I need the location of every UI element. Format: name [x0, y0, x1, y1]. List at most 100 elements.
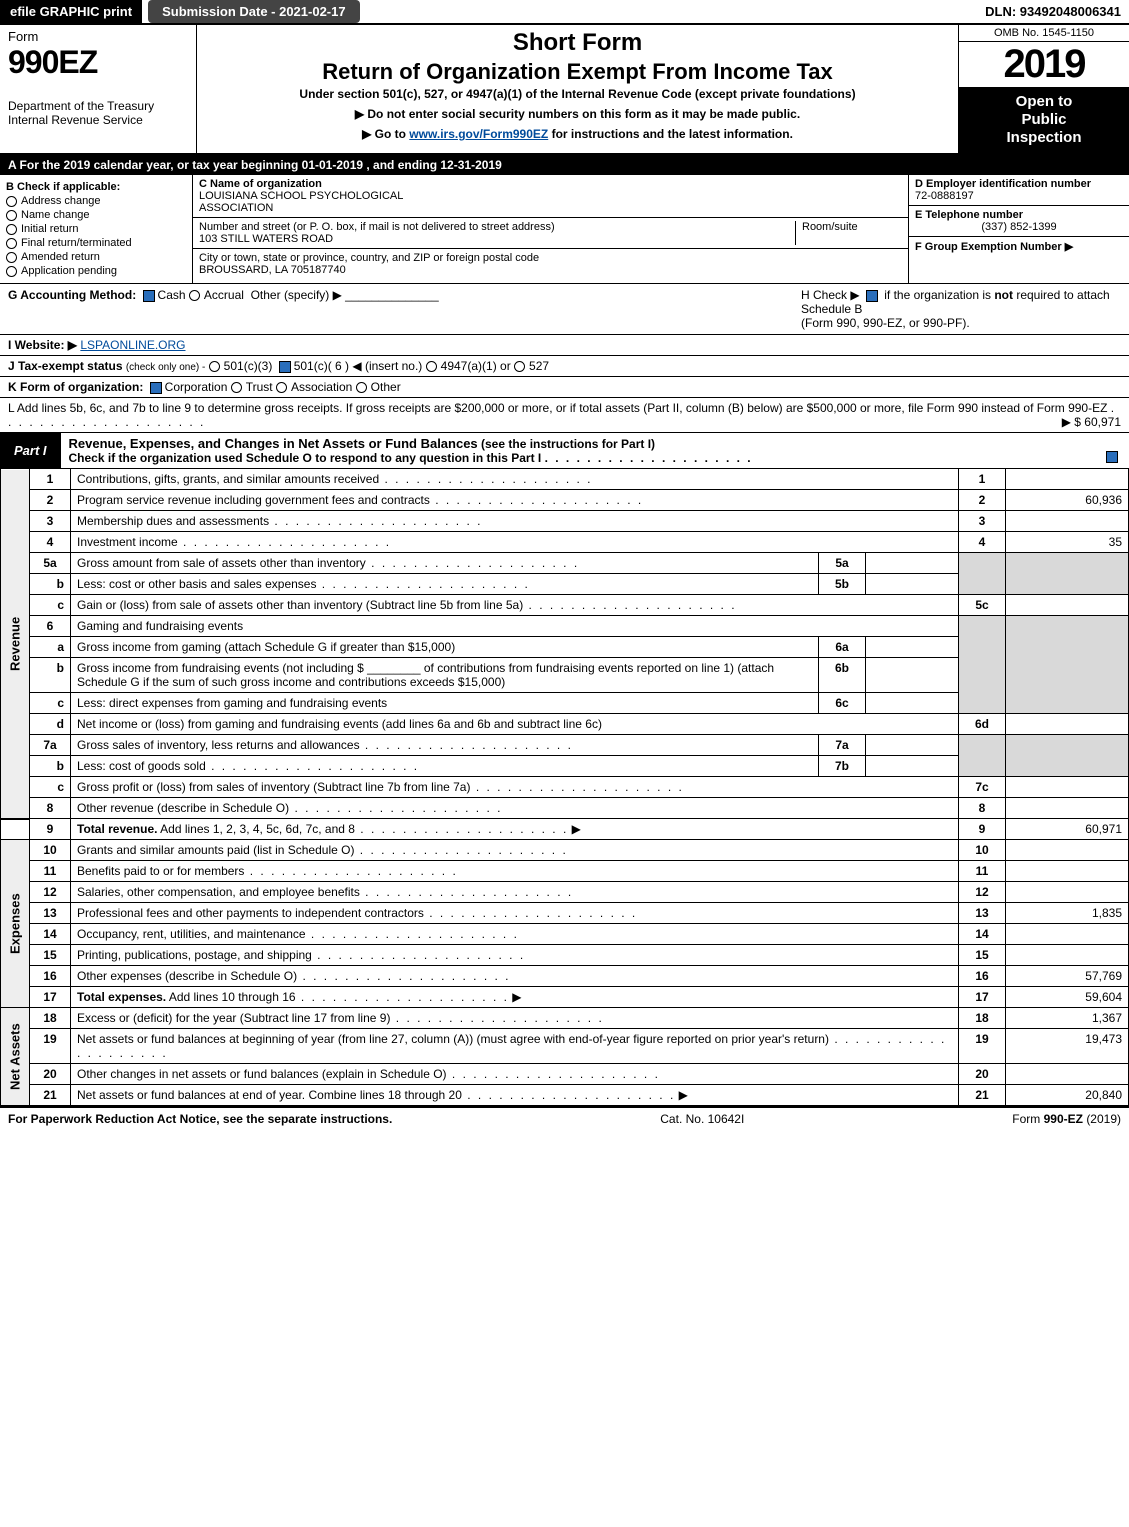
street-value: 103 STILL WATERS ROAD	[199, 233, 333, 245]
shade-cell	[1006, 616, 1129, 714]
g-other: Other (specify) ▶	[251, 288, 342, 302]
footer-right: Form 990-EZ (2019)	[1012, 1112, 1121, 1126]
table-row: c Gain or (loss) from sale of assets oth…	[1, 595, 1129, 616]
open-line3: Inspection	[963, 129, 1125, 147]
table-row: 14 Occupancy, rent, utilities, and maint…	[1, 924, 1129, 945]
checkbox-cash[interactable]	[143, 290, 155, 302]
section-def: D Employer identification number 72-0888…	[908, 175, 1129, 283]
checkbox-501c[interactable]	[279, 361, 291, 373]
j-o3: 4947(a)(1) or	[441, 359, 511, 373]
checkbox-initial-return[interactable]	[6, 224, 17, 235]
line-num: 8	[30, 798, 71, 819]
checkbox-amended-return[interactable]	[6, 252, 17, 263]
mid-value	[866, 637, 959, 658]
checkbox-application-pending[interactable]	[6, 266, 17, 277]
dots-icon	[269, 514, 482, 528]
irs-link[interactable]: www.irs.gov/Form990EZ	[409, 127, 548, 141]
irs-label: Internal Revenue Service	[8, 113, 188, 127]
line-desc: Gross profit or (loss) from sales of inv…	[77, 780, 470, 794]
line-num: 9	[30, 819, 71, 840]
net-assets-side-label: Net Assets	[1, 1008, 30, 1106]
checkbox-association[interactable]	[276, 382, 287, 393]
amt-label: 7c	[959, 777, 1006, 798]
open-to-public-box: Open to Public Inspection	[959, 87, 1129, 153]
amt-label: 9	[959, 819, 1006, 840]
line-desc: Net assets or fund balances at end of ye…	[77, 1088, 462, 1102]
part-i-label: Part I	[0, 440, 61, 461]
table-row: Expenses 10 Grants and similar amounts p…	[1, 840, 1129, 861]
dots-icon	[289, 801, 502, 815]
line-num: c	[30, 693, 71, 714]
form-word: Form	[8, 29, 188, 44]
amt-value: 60,936	[1006, 490, 1129, 511]
mid-value	[866, 553, 959, 574]
shade-cell	[1006, 735, 1129, 777]
line-desc: Less: cost of goods sold	[77, 759, 206, 773]
amt-label: 3	[959, 511, 1006, 532]
j-o4: 527	[529, 359, 549, 373]
amt-value: 1,367	[1006, 1008, 1129, 1029]
line-desc: Grants and similar amounts paid (list in…	[77, 843, 354, 857]
checkbox-trust[interactable]	[231, 382, 242, 393]
open-line2: Public	[963, 111, 1125, 129]
footer-r3: (2019)	[1086, 1112, 1121, 1126]
dots-icon	[360, 885, 573, 899]
line-desc: Occupancy, rent, utilities, and maintena…	[77, 927, 306, 941]
section-g-h: G Accounting Method: Cash Accrual Other …	[0, 284, 1129, 335]
checkbox-address-change[interactable]	[6, 196, 17, 207]
form-header: Form 990EZ Department of the Treasury In…	[0, 25, 1129, 155]
line-num: a	[30, 637, 71, 658]
dots-icon	[545, 451, 753, 465]
checkbox-527[interactable]	[514, 361, 525, 372]
city-value: BROUSSARD, LA 705187740	[199, 264, 346, 276]
line-num: 4	[30, 532, 71, 553]
amt-label: 17	[959, 987, 1006, 1008]
mid-label: 6b	[819, 658, 866, 693]
footer-left: For Paperwork Reduction Act Notice, see …	[8, 1112, 392, 1126]
checkbox-name-change[interactable]	[6, 210, 17, 221]
b-final: Final return/terminated	[21, 237, 132, 249]
line-num: 1	[30, 469, 71, 490]
line-num: 5a	[30, 553, 71, 574]
dots-icon	[244, 864, 457, 878]
checkbox-501c3[interactable]	[209, 361, 220, 372]
goto-post: for instructions and the latest informat…	[552, 127, 793, 141]
line-num: 15	[30, 945, 71, 966]
j-o1: 501(c)(3)	[224, 359, 273, 373]
website-link[interactable]: LSPAONLINE.ORG	[80, 338, 185, 352]
table-row: 20 Other changes in net assets or fund b…	[1, 1064, 1129, 1085]
j-o2: 501(c)( 6 ) ◀ (insert no.)	[294, 359, 423, 373]
line-num: 13	[30, 903, 71, 924]
part-i-title: Revenue, Expenses, and Changes in Net As…	[69, 436, 478, 451]
amt-value: 60,971	[1006, 819, 1129, 840]
line-num: 11	[30, 861, 71, 882]
line-num: 3	[30, 511, 71, 532]
amt-value: 35	[1006, 532, 1129, 553]
table-row: 6 Gaming and fundraising events	[1, 616, 1129, 637]
checkbox-other[interactable]	[356, 382, 367, 393]
line-desc: Professional fees and other payments to …	[77, 906, 424, 920]
amt-value	[1006, 595, 1129, 616]
line-desc: Program service revenue including govern…	[77, 493, 430, 507]
table-row: 16 Other expenses (describe in Schedule …	[1, 966, 1129, 987]
efile-print-label[interactable]: efile GRAPHIC print	[0, 0, 142, 23]
i-label: I Website: ▶	[8, 338, 77, 352]
checkbox-corporation[interactable]	[150, 382, 162, 394]
dots-icon	[379, 472, 592, 486]
ein-value: 72-0888197	[915, 190, 974, 202]
checkbox-final-return[interactable]	[6, 238, 17, 249]
checkbox-schedule-o[interactable]	[1106, 451, 1118, 463]
checkbox-accrual[interactable]	[189, 290, 200, 301]
checkbox-h[interactable]	[866, 290, 878, 302]
part-i-header: Part I Revenue, Expenses, and Changes in…	[0, 433, 1129, 468]
amt-value: 1,835	[1006, 903, 1129, 924]
mid-label: 7a	[819, 735, 866, 756]
footer-mid: Cat. No. 10642I	[660, 1112, 744, 1126]
dots-icon	[390, 1011, 603, 1025]
e-label: E Telephone number	[915, 209, 1023, 221]
part-i-sub: (see the instructions for Part I)	[481, 437, 655, 451]
checkbox-4947[interactable]	[426, 361, 437, 372]
mid-value	[866, 693, 959, 714]
amt-value	[1006, 924, 1129, 945]
amt-label: 1	[959, 469, 1006, 490]
